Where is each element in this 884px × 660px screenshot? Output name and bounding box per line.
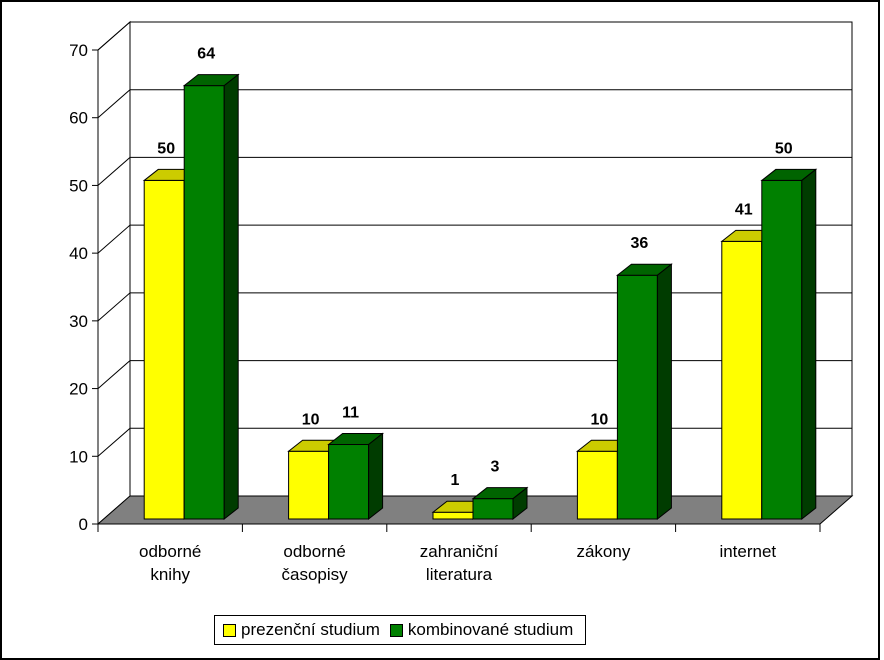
- gridline: [97, 89, 852, 119]
- data-label: 41: [735, 201, 753, 218]
- legend-item-kombinovane: kombinované studium: [389, 620, 574, 640]
- gridline: [97, 156, 852, 186]
- bar-side: [368, 432, 384, 521]
- data-label: 10: [302, 411, 320, 428]
- y-tick-label: 50: [69, 176, 88, 195]
- legend-item-prezencni: prezenční studium: [223, 620, 380, 640]
- gridline: [97, 224, 852, 254]
- bar: [761, 179, 803, 520]
- data-label: 64: [197, 46, 215, 63]
- legend-label-prezencni: prezenční studium: [241, 620, 380, 639]
- data-label: 10: [591, 411, 609, 428]
- bar: [143, 179, 185, 520]
- bar-chart: 0 10 20 30 40 50 60 70 odborné knihy odborné časopi…: [69, 20, 854, 584]
- y-tick-label: 10: [69, 447, 88, 466]
- legend-swatch-prezencni: [223, 623, 236, 637]
- bar-side: [656, 263, 672, 521]
- data-label: 3: [491, 459, 500, 476]
- legend-swatch-kombinovane: [389, 623, 403, 637]
- legend: prezenční studium kombinované studium: [214, 615, 587, 645]
- bar: [616, 274, 658, 520]
- y-tick-label: 20: [69, 380, 88, 399]
- bar: [576, 450, 618, 520]
- bar: [288, 450, 330, 520]
- gridline: [97, 292, 852, 322]
- x-tick-label: odborné časopisy: [282, 542, 349, 584]
- bar: [183, 85, 225, 520]
- bar: [328, 444, 370, 520]
- y-tick-label: 0: [79, 515, 88, 534]
- y-tick-label: 70: [69, 41, 88, 60]
- x-tick-label: odborné knihy: [139, 542, 201, 584]
- bar-side: [801, 168, 817, 521]
- bar: [721, 240, 763, 520]
- gridline: [97, 21, 852, 51]
- gridline: [97, 427, 852, 457]
- x-tick-label: internet: [719, 542, 776, 561]
- data-label: 36: [631, 235, 649, 252]
- bar-side: [223, 73, 239, 521]
- bar-side: [512, 486, 528, 521]
- data-label: 1: [451, 472, 460, 489]
- x-tick-label: zákony: [576, 542, 630, 561]
- bar: [472, 498, 514, 520]
- y-tick-label: 30: [69, 312, 88, 331]
- y-tick-label: 40: [69, 244, 88, 263]
- legend-label-kombinovane: kombinované studium: [407, 620, 574, 639]
- y-tick-label: 60: [69, 109, 88, 128]
- side-wall: [97, 20, 131, 526]
- data-label: 50: [157, 140, 175, 157]
- data-label: 50: [775, 140, 793, 157]
- x-tick-label: zahraniční literatura: [420, 542, 499, 584]
- data-label: 11: [342, 405, 359, 422]
- bar: [432, 511, 474, 520]
- gridline: [97, 360, 852, 389]
